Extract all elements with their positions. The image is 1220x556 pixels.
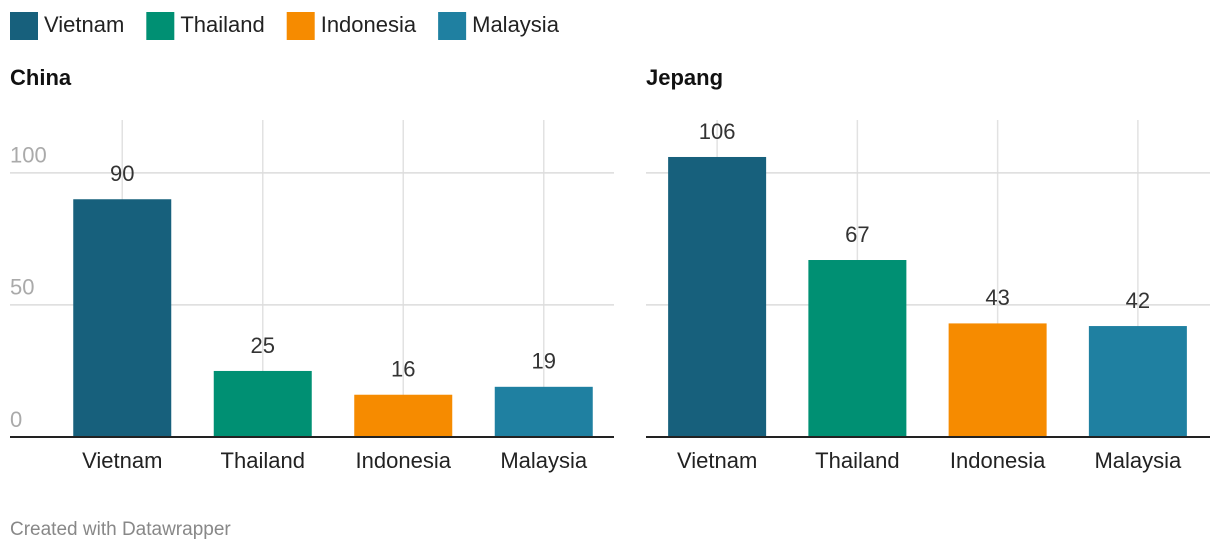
value-label: 90 <box>110 161 134 186</box>
value-label: 16 <box>391 357 415 382</box>
panel: Jepang 106 Vietnam 67 Thailand 43 Indonesia 42 M… <box>646 65 1210 473</box>
legend-label: Thailand <box>180 12 264 37</box>
legend-swatch <box>146 12 175 40</box>
value-label: 43 <box>985 285 1009 310</box>
x-tick-label: Indonesia <box>356 448 452 473</box>
footer: Created with Datawrapper <box>10 519 231 540</box>
panel-title: China <box>10 65 72 90</box>
bar <box>948 323 1047 437</box>
bar <box>354 394 453 437</box>
y-tick-label: 0 <box>10 407 22 432</box>
value-label: 67 <box>845 222 869 247</box>
x-tick-label: Thailand <box>815 448 899 473</box>
legend-label: Indonesia <box>321 12 417 37</box>
x-tick-label: Vietnam <box>82 448 162 473</box>
bar <box>668 156 767 437</box>
x-tick-label: Indonesia <box>950 448 1046 473</box>
value-label: 106 <box>699 119 736 144</box>
x-tick-label: Malaysia <box>1094 448 1182 473</box>
bar <box>73 199 172 437</box>
value-label: 25 <box>251 333 275 358</box>
y-tick-label: 100 <box>10 143 47 168</box>
panel-title: Jepang <box>646 65 723 90</box>
legend-label: Malaysia <box>472 12 560 37</box>
bar <box>1088 326 1187 437</box>
y-tick-label: 50 <box>10 275 34 300</box>
legend-label: Vietnam <box>44 12 124 37</box>
panel: China 0 50 100 90 Vietnam 25 Thailand 16 Indonesi… <box>10 65 614 473</box>
bar <box>213 370 312 437</box>
legend-swatch <box>286 12 315 40</box>
bar <box>808 260 907 437</box>
legend-swatch <box>438 12 467 40</box>
x-tick-label: Vietnam <box>677 448 757 473</box>
legend: Vietnam Thailand Indonesia Malaysia <box>10 12 560 40</box>
x-tick-label: Thailand <box>221 448 305 473</box>
x-tick-label: Malaysia <box>500 448 588 473</box>
value-label: 42 <box>1126 288 1150 313</box>
legend-swatch <box>10 12 38 40</box>
bar <box>494 386 593 437</box>
value-label: 19 <box>532 349 556 374</box>
